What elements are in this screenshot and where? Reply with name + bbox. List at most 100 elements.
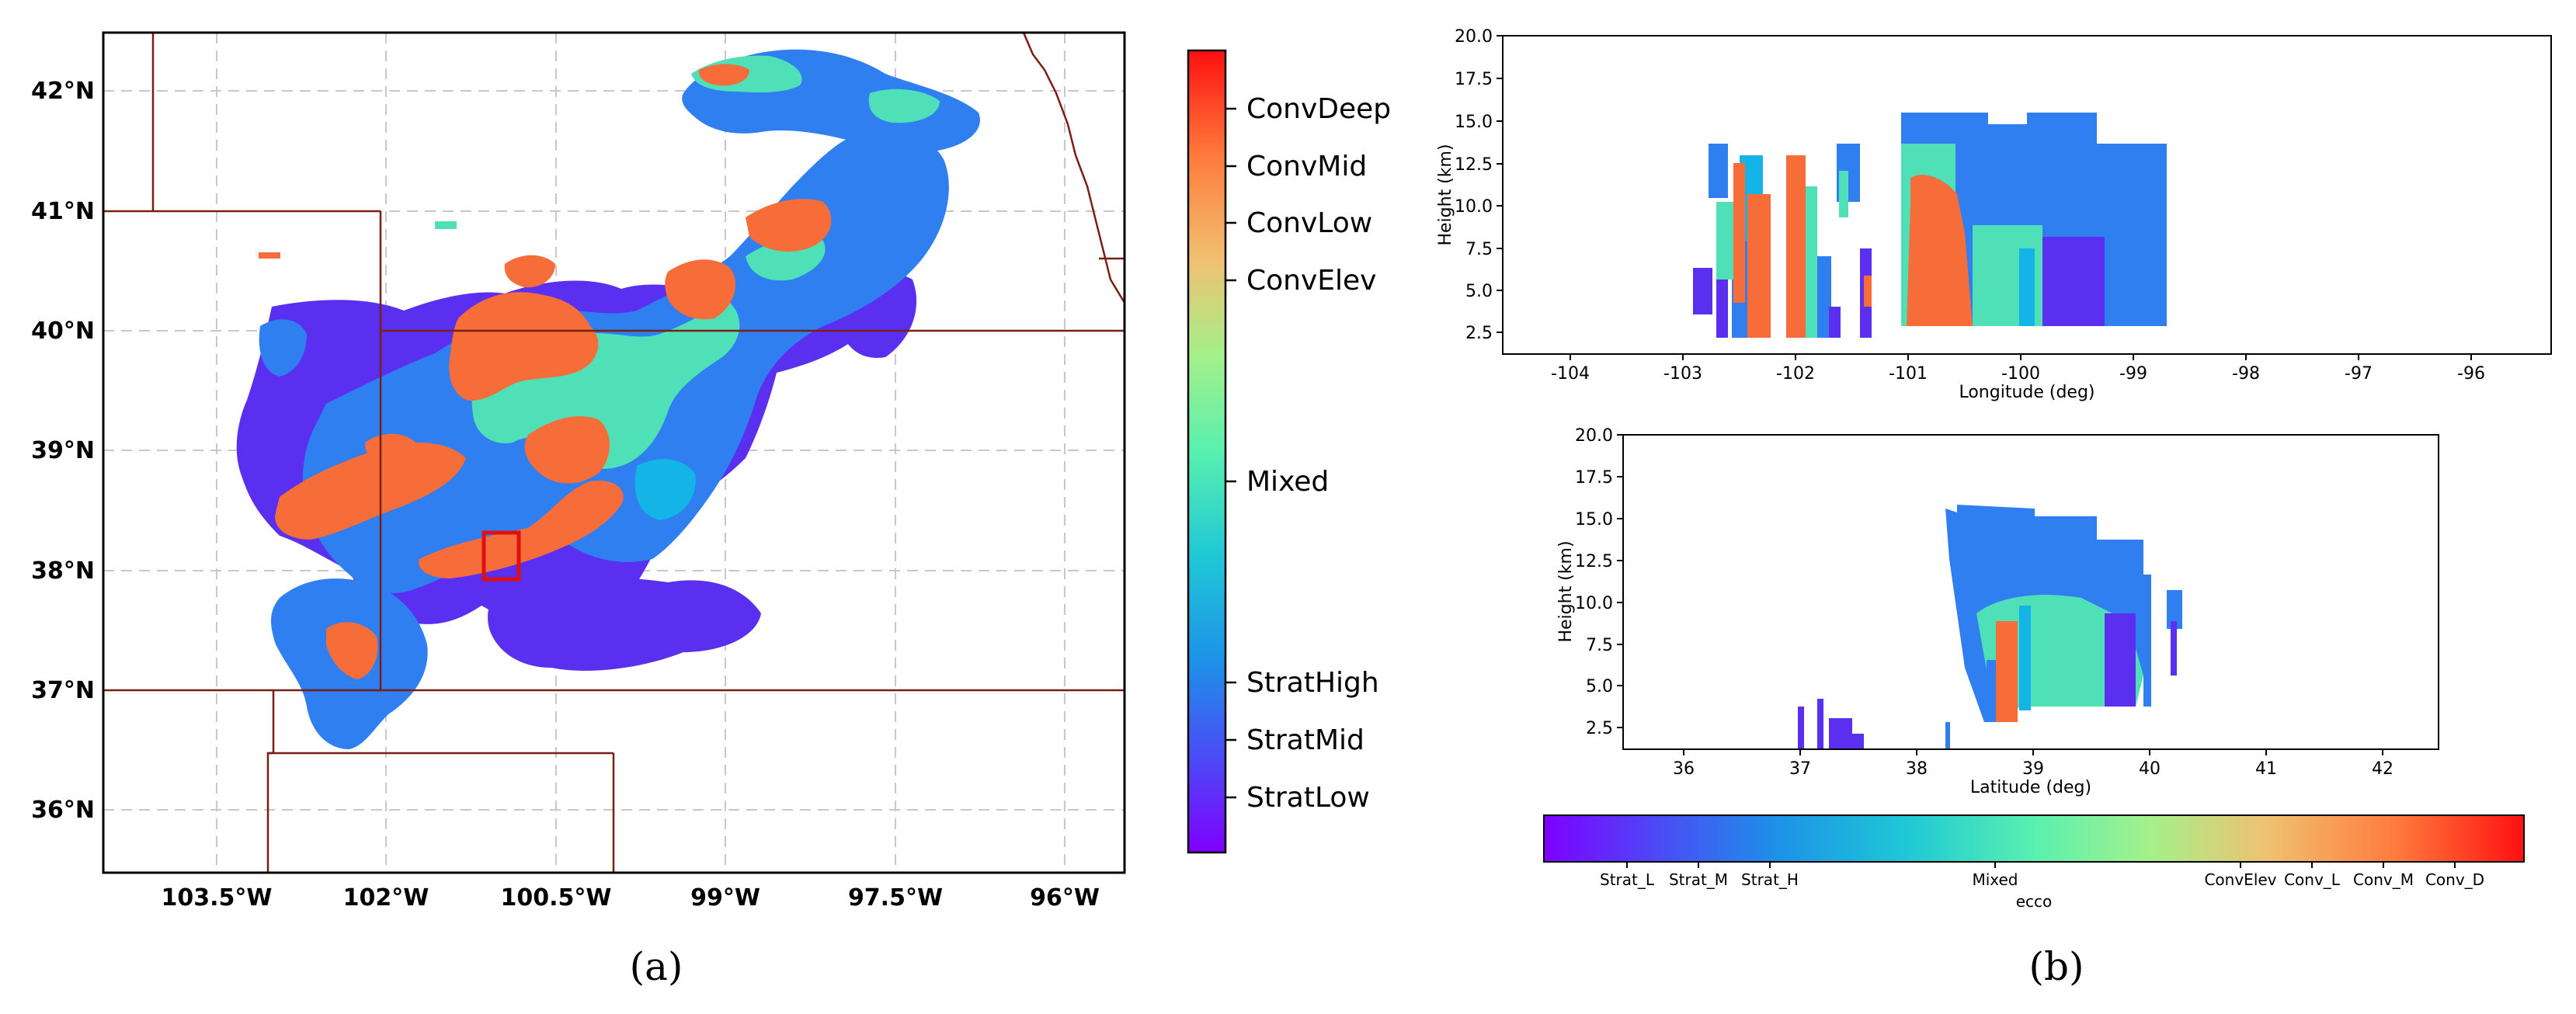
lon-label-103-5: 103.5°W [162, 884, 273, 912]
lat-ytick-label: 20.0 [1575, 426, 1613, 446]
lon-section-data [1693, 113, 2167, 338]
lon-label-100-5: 100.5°W [501, 884, 612, 912]
lat-xtick-label: 42 [2372, 759, 2393, 779]
lat-ytick-label: 12.5 [1575, 552, 1613, 571]
cbar-b-label-mixed: Mixed [1972, 870, 2018, 889]
lon-ytick-label: 7.5 [1465, 240, 1493, 259]
lat-section-ytick-labels: 2.5 5.0 7.5 10.0 12.5 15.0 17.5 20.0 [1575, 426, 1613, 738]
lon-xtick-label: -103 [1663, 364, 1702, 384]
lon-xtick-label: -104 [1551, 364, 1590, 384]
panel-a-label: (a) [630, 944, 683, 989]
lon-section-xlabel: Longitude (deg) [1959, 383, 2095, 402]
colorbar-b-labels: Strat_L Strat_M Strat_H Mixed ConvElev C… [1600, 870, 2484, 889]
colorbar-b-ticks [1626, 862, 2456, 868]
conv-region-west-edge [365, 433, 416, 472]
lat-section-yticks [1617, 434, 1623, 728]
lon-ytick-label: 15.0 [1455, 113, 1493, 132]
colorbar-a [1187, 49, 1227, 854]
conv-region-north-patch [504, 255, 555, 288]
lat-labels: 42°N 41°N 40°N 39°N 38°N 37°N 36°N [31, 78, 95, 824]
lat-xtick-label: 39 [2022, 759, 2044, 779]
lat-xtick-label: 40 [2139, 759, 2161, 779]
lon-section-xtick-labels: -104 -103 -102 -101 -100 -99 -98 -97 -96 [1551, 364, 2485, 384]
lat-section-xticks [1683, 749, 2383, 755]
cbar-b-label-conv-l: Conv_L [2284, 870, 2341, 889]
lat-ytick-label: 15.0 [1575, 510, 1613, 530]
map-frame [102, 31, 1126, 874]
conv-region-center-mass [524, 416, 610, 484]
cbar-b-label-strat-h: Strat_H [1741, 870, 1799, 889]
lon-section-ylabel: Height (km) [1436, 144, 1455, 245]
lon-ytick-label: 12.5 [1455, 155, 1493, 175]
cbar-b-label-convelev: ConvElev [2204, 870, 2276, 889]
lon-xtick-label: -98 [2232, 364, 2260, 384]
lat-ytick-label: 17.5 [1575, 468, 1613, 488]
map-panel: 42°N 41°N 40°N 39°N 38°N 37°N 36°N 103.5… [31, 31, 1391, 989]
lat-ytick-label: 5.0 [1586, 677, 1613, 696]
cbar-a-label-convelev: ConvElev [1246, 265, 1376, 297]
conv-region-north [665, 259, 736, 320]
strat-high-patch [634, 459, 696, 520]
lon-label-96: 96°W [1030, 884, 1100, 912]
lon-section-plot: 2.5 5.0 7.5 10.0 12.5 15.0 17.5 20.0 [1436, 27, 2552, 402]
cbar-b-label-conv-d: Conv_D [2425, 870, 2484, 889]
lat-ytick-label: 7.5 [1586, 636, 1613, 655]
lat-section-frame [1622, 434, 2439, 750]
lon-section-xticks [1570, 354, 2472, 360]
lat-section-xlabel: Latitude (deg) [1970, 778, 2091, 797]
lon-xtick-label: -100 [2001, 364, 2040, 384]
strat-mid-far-west [259, 319, 307, 377]
colorbar-b-title: ecco [2016, 892, 2053, 911]
lat-label-38: 38°N [31, 557, 95, 585]
lon-ytick-label: 17.5 [1455, 70, 1493, 89]
cbar-b-label-strat-l: Strat_L [1600, 870, 1655, 889]
cbar-b-label-conv-m: Conv_M [2353, 870, 2414, 889]
lat-xtick-label: 37 [1789, 759, 1811, 779]
lon-section-yticks [1497, 35, 1503, 333]
lon-xtick-label: -97 [2345, 364, 2373, 384]
conv-region-sw [326, 622, 378, 679]
lon-ytick-label: 20.0 [1455, 27, 1493, 47]
cbar-a-label-stratmid: StratMid [1246, 724, 1364, 756]
colorbar-b [1543, 814, 2525, 863]
state-borders [103, 32, 1126, 873]
cbar-a-label-convlow: ConvLow [1246, 207, 1372, 239]
mixed-region-ne [868, 89, 940, 123]
conv-region-central [449, 292, 599, 401]
lat-xtick-label: 41 [2255, 759, 2277, 779]
lat-label-42: 42°N [31, 78, 95, 105]
panel-b-label: (b) [2028, 944, 2084, 989]
conv-region-top [698, 64, 749, 86]
lon-ytick-label: 2.5 [1465, 324, 1493, 343]
conv-isolated-cell [259, 252, 280, 259]
cbar-a-label-mixed: Mixed [1246, 466, 1329, 498]
lat-section-data [1798, 505, 2182, 749]
lat-label-37: 37°N [31, 677, 95, 704]
lat-section-plot: 2.5 5.0 7.5 10.0 12.5 15.0 17.5 20.0 [1556, 426, 2439, 797]
lon-xtick-label: -102 [1776, 364, 1815, 384]
lat-label-39: 39°N [31, 437, 95, 464]
lon-ytick-label: 5.0 [1465, 282, 1493, 301]
lon-label-102: 102°W [343, 884, 429, 912]
cbar-a-label-convmid: ConvMid [1246, 151, 1367, 182]
conv-region-south-arc [419, 481, 624, 578]
lat-xtick-label: 36 [1673, 759, 1695, 779]
selection-box [481, 530, 521, 582]
lat-ytick-label: 2.5 [1586, 719, 1613, 738]
colorbar-a-labels: ConvDeep ConvMid ConvLow ConvElev Mixed … [1246, 93, 1391, 814]
lon-ytick-label: 10.0 [1455, 197, 1493, 217]
storm-field [236, 49, 980, 749]
lon-label-97-5: 97.5°W [848, 884, 943, 912]
lat-label-36: 36°N [31, 797, 95, 824]
lon-labels: 103.5°W 102°W 100.5°W 99°W 97.5°W 96°W [162, 884, 1100, 912]
lat-section-ylabel: Height (km) [1556, 540, 1576, 642]
lat-label-41: 41°N [31, 198, 95, 225]
conv-region-west-band [275, 443, 466, 540]
lat-xtick-label: 38 [1906, 759, 1928, 779]
cbar-b-label-strat-m: Strat_M [1669, 870, 1728, 889]
conv-region-east [746, 199, 832, 252]
cbar-a-label-strathigh: StratHigh [1246, 667, 1379, 699]
lon-xtick-label: -96 [2457, 364, 2485, 384]
colorbar-a-ticks [1225, 107, 1236, 799]
